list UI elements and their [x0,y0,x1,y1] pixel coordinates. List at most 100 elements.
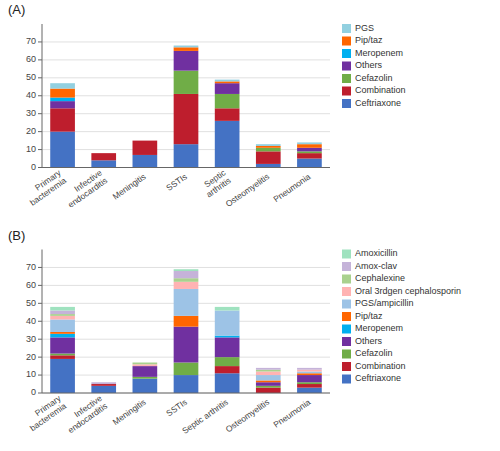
y-tick [38,149,42,150]
legend-swatch [342,362,351,371]
bar-segment [91,153,116,154]
y-tick [38,59,42,60]
y-tick [38,41,42,42]
bar-segment [215,310,240,335]
bar-segment [215,94,240,108]
panel-title: (A) [8,2,25,17]
y-tick-label: 40 [26,316,36,326]
bar-segment [215,83,240,94]
bar-segment [297,142,322,144]
y-tick-label: 40 [26,90,36,100]
bar-segment [215,80,240,82]
bar-segment [174,71,199,94]
x-axis [42,167,330,168]
grid-line [42,267,330,268]
bar-segment [91,153,116,160]
bar-segment [133,140,158,141]
bar-segment [91,153,116,154]
bar-segment [174,375,199,393]
grid-line [42,41,330,42]
bar-segment [215,121,240,168]
bar-segment [174,94,199,144]
legend-label: Meropenem [355,323,403,333]
y-tick-label: 0 [31,162,36,172]
y-tick [38,113,42,114]
bar-segment [133,140,158,141]
legend-swatch [342,375,351,384]
y-tick-label: 10 [26,369,36,379]
legend: AmoxicillinAmox-clavCephalexineOral 3rdg… [342,248,461,383]
bar-segment [215,81,240,83]
bar-segment [50,314,75,316]
bar-segment [297,148,322,152]
legend-label: Meropenem [355,48,403,58]
y-tick-label: 50 [26,298,36,308]
x-tick-label: Meningitis [111,397,148,427]
bar-segment [50,132,75,168]
bar-segment [133,140,158,141]
bar-segment [174,47,199,51]
legend-label: Pip/taz [355,311,383,321]
legend-swatch [342,62,351,71]
y-tick [38,357,42,358]
bar-segment [50,334,75,338]
bar-segment [133,363,158,365]
legend-label: Cefazolin [355,73,393,83]
bar-segment [133,362,158,363]
legend-swatch [342,275,351,284]
legend-label: Ceftriaxone [355,98,401,108]
bar-segment [174,282,199,289]
bar-segment [256,370,281,372]
x-tick-label: Osteomyelitis [224,171,272,208]
bar-segment [215,337,240,357]
legend-swatch [342,300,351,309]
x-tick-label: Primarybacteremia [23,393,69,433]
y-tick [38,77,42,78]
bar-segment [297,384,322,388]
y-tick [38,303,42,304]
bar-segment [133,366,158,377]
panel: (A)010203040506070PrimarybacteremiaInfec… [8,2,406,210]
bar-segment [91,384,116,386]
y-axis [42,24,43,168]
bar-segment [50,83,75,88]
bar-segment [174,269,199,271]
y-tick [38,131,42,132]
bar-segment [91,382,116,384]
bar-segment [50,332,75,334]
legend-swatch [342,74,351,83]
bar-segment [297,159,322,168]
y-tick-label: 30 [26,108,36,118]
legend-label: Combination [355,361,406,371]
y-tick-label: 20 [26,126,36,136]
bar-segment [50,359,75,393]
grid-line [42,393,330,394]
y-tick [38,393,42,394]
bar-segment [174,51,199,71]
bar-segment [256,380,281,382]
bar-segment [133,140,158,141]
bar-segment [133,364,158,366]
bars [50,269,322,393]
bar-segment [215,336,240,338]
bar-segment [297,151,322,153]
bar-segment [174,271,199,278]
panel: (B)010203040506070PrimarybacteremiaInfec… [8,228,461,436]
bar-segment [50,101,75,108]
x-tick-label: SSTIs [164,171,189,192]
y-tick [38,285,42,286]
bar-segment [174,46,199,48]
x-tick-label: Meningitis [111,171,148,201]
bar-segment [133,362,158,363]
bar-segment [91,153,116,154]
bar-segment [297,371,322,373]
bars [50,46,322,168]
legend-swatch [342,37,351,46]
legend-label: Pip/taz [355,35,383,45]
bar-segment [215,373,240,393]
bar-segment [50,319,75,332]
bar-segment [256,144,281,146]
bar-segment [133,141,158,155]
legend-label: Oral 3rdgen cephalosporin [355,286,461,296]
y-tick [38,167,42,168]
